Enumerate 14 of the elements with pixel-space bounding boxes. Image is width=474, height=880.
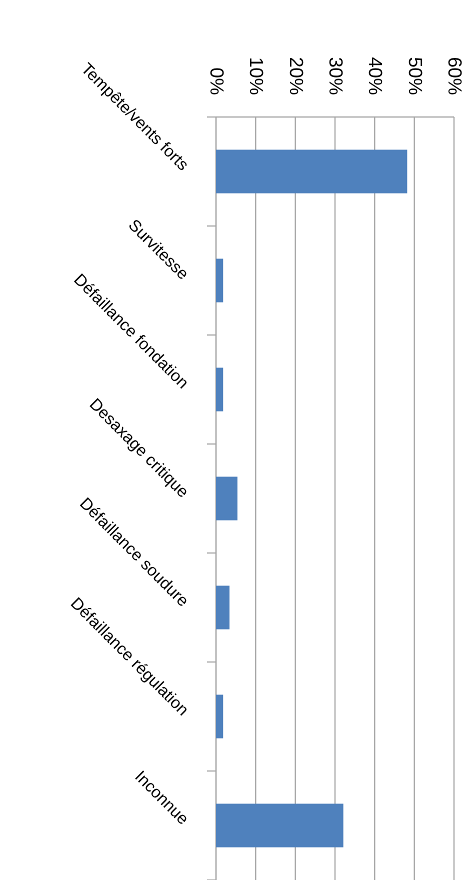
- bar: [216, 804, 344, 848]
- x-tick-label: 60%: [444, 56, 464, 96]
- bar: [216, 476, 238, 520]
- bar: [216, 586, 230, 630]
- bar: [216, 258, 224, 302]
- bar: [216, 694, 224, 738]
- x-tick-label: 40%: [364, 56, 386, 96]
- x-tick-label: 20%: [284, 56, 306, 96]
- bar: [216, 368, 224, 412]
- x-tick-label: 0%: [206, 68, 226, 96]
- bar: [216, 150, 408, 194]
- x-tick-label: 10%: [245, 56, 266, 96]
- x-tick-label: 50%: [404, 56, 425, 96]
- x-tick-label: 30%: [324, 56, 346, 96]
